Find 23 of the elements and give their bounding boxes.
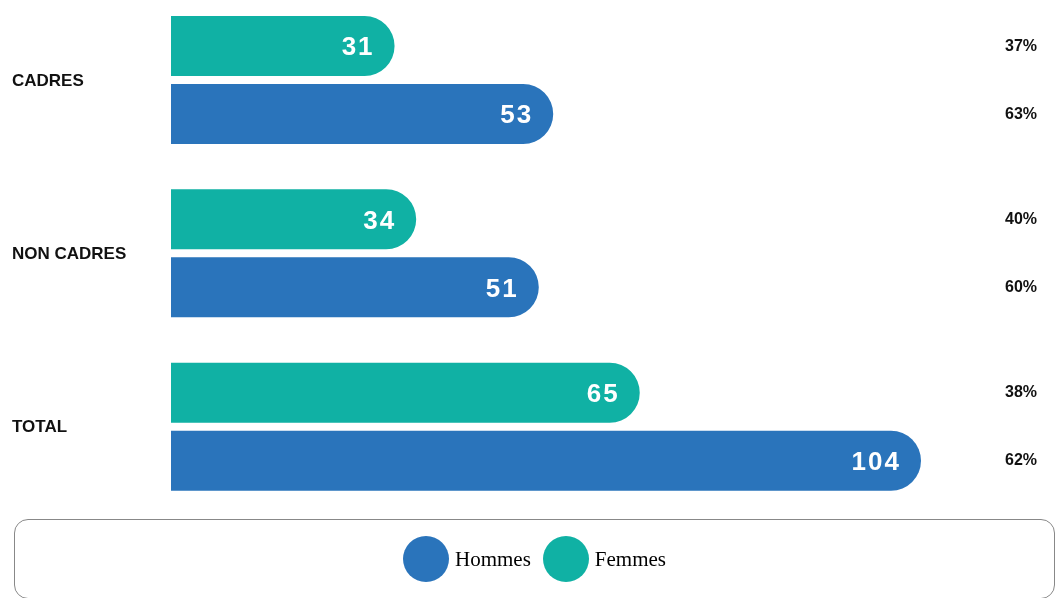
data-label: 31 bbox=[341, 31, 375, 62]
text: 40% bbox=[1004, 209, 1038, 229]
text: 63% bbox=[1004, 103, 1038, 124]
y-tick-label: NON CADRES bbox=[12, 244, 127, 263]
bar bbox=[171, 362, 640, 423]
bar bbox=[171, 189, 417, 250]
data-label: 51 bbox=[485, 272, 519, 303]
data-label: 53 bbox=[500, 99, 534, 130]
bar bbox=[171, 16, 395, 76]
bar bbox=[171, 257, 539, 318]
text: 62% bbox=[1004, 450, 1038, 471]
legend-label: Hommes bbox=[455, 546, 531, 572]
data-label: 65 bbox=[586, 377, 620, 408]
text: 37% bbox=[1004, 35, 1038, 56]
legend-label: Femmes bbox=[594, 546, 666, 572]
bar bbox=[171, 430, 921, 491]
text: 38% bbox=[1004, 382, 1038, 403]
text: 60% bbox=[1004, 277, 1038, 297]
y-tick-label: CADRES bbox=[12, 70, 84, 90]
data-label: 104 bbox=[851, 445, 901, 476]
bar bbox=[171, 84, 554, 144]
y-tick-label: TOTAL bbox=[12, 417, 68, 437]
data-label: 34 bbox=[363, 204, 397, 235]
